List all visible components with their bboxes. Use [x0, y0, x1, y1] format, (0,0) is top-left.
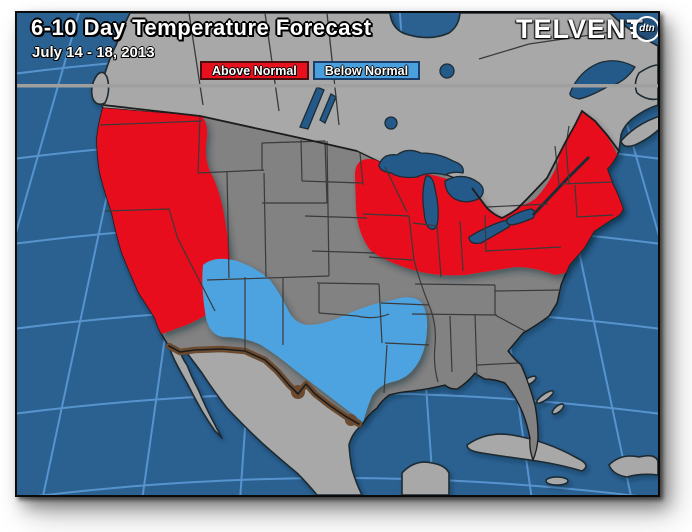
lake-superior	[378, 149, 464, 179]
yucatan	[401, 461, 450, 495]
us-mexico-border-strip	[165, 342, 363, 428]
below-normal-region-south	[202, 258, 428, 422]
us-canada-border	[102, 104, 620, 219]
lakes	[299, 60, 636, 245]
legend-below-normal: Below Normal	[312, 61, 421, 80]
page-title: 6-10 Day Temperature Forecast	[31, 15, 372, 40]
separator-line	[17, 84, 658, 88]
james-bay	[439, 63, 455, 79]
lake-winnipeg	[299, 86, 325, 130]
jamaica	[545, 476, 569, 486]
cuba	[466, 433, 587, 472]
vancouver-island	[90, 71, 110, 106]
temperature-anomaly-regions	[97, 108, 623, 422]
date-range: July 14 - 18, 2013	[32, 44, 155, 61]
bahamas-2	[535, 389, 555, 405]
nova-scotia	[620, 115, 658, 148]
above-normal-region-west	[97, 108, 231, 336]
lake-ontario	[505, 208, 536, 226]
above-normal-region-east	[355, 108, 623, 276]
dtn-badge-icon: dtn	[630, 16, 658, 42]
state-borders	[99, 115, 614, 394]
forecast-map	[17, 13, 658, 495]
bahamas-3	[551, 403, 565, 415]
telvent-logo-text: TELVENT	[516, 14, 644, 44]
gulf-of-st-lawrence	[569, 60, 636, 100]
telvent-logo: TELVENT	[516, 14, 644, 45]
legend: Above Normal Below Normal	[200, 61, 421, 80]
map-panel: 6-10 Day Temperature Forecast July 14 - …	[15, 11, 660, 497]
lake-of-the-woods	[384, 116, 398, 130]
legend-above-normal: Above Normal	[200, 61, 309, 80]
lake-erie	[468, 219, 511, 245]
newfoundland	[634, 64, 658, 101]
hispaniola	[608, 454, 658, 478]
lake-michigan	[422, 175, 439, 230]
